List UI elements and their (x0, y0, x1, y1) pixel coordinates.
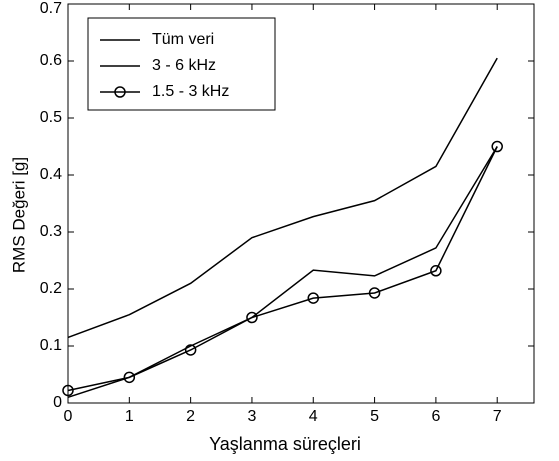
y-tick-label: 0 (53, 394, 62, 411)
y-tick-label: 0.7 (40, 0, 62, 17)
series-marker (184, 344, 197, 356)
y-tick-label: 0.3 (40, 223, 62, 240)
series-marker (430, 265, 442, 277)
x-tick-label: 5 (370, 408, 379, 425)
x-axis-label: Yaşlanma süreçleri (209, 434, 361, 454)
y-axis-label: RMS Değeri [g] (9, 157, 28, 273)
series-line (67, 57, 498, 339)
y-tick-label: 0.4 (40, 166, 62, 183)
plot-frame (67, 3, 535, 404)
series-marker (307, 292, 320, 304)
x-tick-label: 1 (125, 408, 134, 425)
y-tick-label: 0.6 (40, 52, 62, 69)
series-line (67, 146, 498, 392)
x-tick-label: 7 (493, 408, 502, 425)
legend-label: 3 - 6 kHz (152, 57, 216, 74)
x-tick-label: 0 (64, 408, 73, 425)
x-tick-label: 2 (186, 408, 195, 425)
y-tick-label: 0.5 (40, 109, 62, 126)
legend-box (87, 17, 276, 111)
x-tick-label: 4 (309, 408, 318, 425)
series-marker (491, 140, 503, 153)
legend-label: 1.5 - 3 kHz (152, 83, 229, 100)
legend-marker (114, 86, 126, 98)
x-tick-label: 6 (431, 408, 440, 425)
series-marker (368, 287, 381, 299)
series-marker (62, 384, 74, 397)
y-tick-label: 0.1 (40, 337, 62, 354)
y-tick-label: 0.2 (40, 280, 62, 297)
x-tick-label: 3 (247, 408, 256, 425)
legend-label: Tüm veri (152, 31, 214, 48)
series-marker (246, 311, 258, 324)
series-marker (123, 371, 136, 384)
